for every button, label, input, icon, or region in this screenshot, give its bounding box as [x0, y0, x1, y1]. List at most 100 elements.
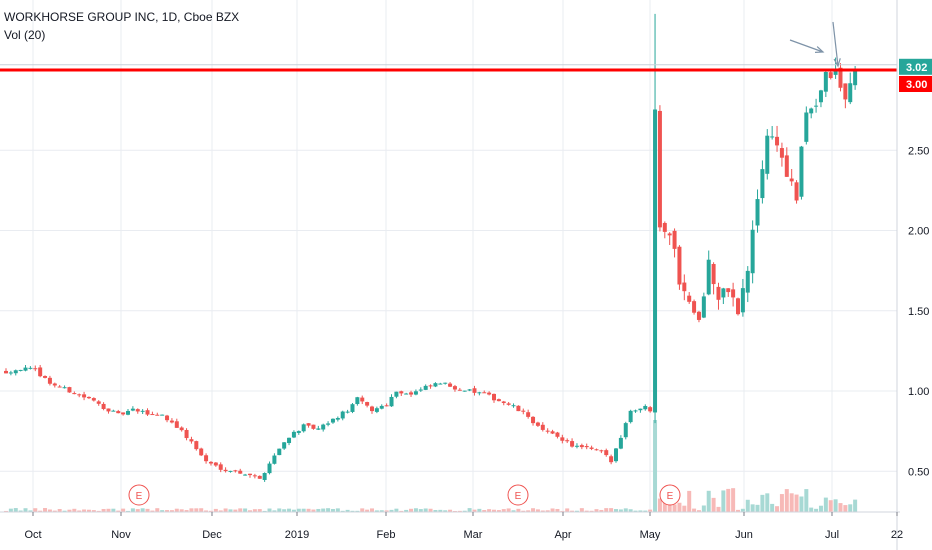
arrow-line[interactable] [832, 21, 839, 67]
candle-body [589, 447, 594, 449]
candle-body [853, 71, 858, 86]
candle-body [818, 90, 823, 103]
volume-bar [135, 509, 140, 512]
candle-body [706, 259, 711, 295]
arrow-line[interactable] [789, 39, 824, 53]
candle-body [169, 420, 174, 423]
volume-bar [794, 494, 799, 512]
candle-body [248, 473, 252, 476]
candle-body [394, 391, 399, 397]
candle-body [194, 441, 199, 450]
candle-body [482, 392, 487, 394]
candle-body [204, 455, 209, 462]
volume-bar [535, 509, 540, 512]
volume-bar [736, 509, 740, 512]
volume-bar [213, 508, 218, 512]
candle-body [638, 408, 643, 411]
candle-body [423, 385, 428, 390]
candle-body [521, 410, 526, 412]
volume-bar [770, 503, 775, 512]
candle-body [189, 439, 194, 442]
price-tick-label: 2.50 [908, 145, 929, 157]
candle-body [716, 286, 721, 300]
candle-body [57, 386, 62, 388]
volume-bar [457, 510, 462, 512]
candle-body [809, 108, 814, 114]
candle-body [326, 423, 331, 425]
candle-body [677, 246, 682, 285]
candle-body [775, 136, 780, 146]
earnings-marker[interactable] [507, 484, 529, 506]
volume-bar [843, 505, 848, 512]
volume-bar [604, 508, 609, 512]
level-price-value: 3.00 [906, 79, 927, 91]
candle-body [243, 474, 248, 476]
candle-body [823, 72, 828, 92]
volume-bar [657, 498, 662, 512]
candle-body [662, 222, 667, 232]
candle-body [755, 199, 760, 226]
candle-body [560, 437, 565, 441]
earnings-marker[interactable] [659, 484, 681, 506]
annotation-arrows[interactable] [789, 21, 841, 68]
candle-body [726, 288, 731, 293]
candle-body [794, 182, 799, 201]
price-tick-label: 1.00 [908, 386, 929, 398]
candle-body [370, 406, 374, 412]
candle-body [179, 427, 184, 431]
chart-legend: WORKHORSE GROUP INC, 1D, Cboe BZX Vol (2… [4, 8, 239, 44]
candle-body [828, 72, 833, 79]
earnings-marker-label: E [515, 491, 522, 502]
volume-bar [716, 506, 721, 512]
candle-body [814, 105, 819, 107]
candle-body [360, 397, 365, 402]
candle-body [130, 408, 135, 411]
volume-bar [506, 508, 511, 512]
volume-bar [755, 504, 760, 512]
volume-bar [57, 509, 62, 512]
candle-body [218, 464, 223, 470]
price-axis[interactable]: 0.50 1.00 1.50 2.00 2.50 3.02 3.00 [896, 0, 932, 550]
candle-body [438, 383, 443, 385]
volume-bar [4, 510, 8, 512]
earnings-marker[interactable] [128, 484, 150, 506]
candle-body [789, 178, 794, 182]
candle-body [516, 405, 521, 412]
grid-lines [0, 0, 898, 512]
volume-bar [633, 510, 638, 512]
volume-bar [165, 510, 170, 512]
time-tick-label: 2019 [285, 529, 309, 541]
horizontal-level-line[interactable] [0, 64, 897, 72]
volume-bar [677, 502, 682, 512]
volume-bar [184, 510, 189, 512]
volume-bar [189, 508, 194, 512]
level-price-badge [899, 76, 932, 92]
candle-body [618, 437, 623, 449]
volume-bar [350, 510, 355, 512]
candle-body [770, 136, 775, 138]
candle-body [316, 428, 321, 430]
time-tick-label: Apr [554, 529, 571, 541]
candle-body [228, 470, 233, 472]
volume-bar [389, 509, 394, 512]
volume-bar [448, 509, 453, 512]
volume-bar [462, 510, 467, 512]
candle-body [165, 415, 170, 421]
arrow-head [814, 46, 825, 54]
candle-body [199, 448, 204, 456]
candle-body [687, 295, 692, 302]
candle-body [555, 432, 560, 437]
time-axis[interactable]: Oct Nov Dec 2019 Feb Mar Apr May Jun Jul 22 [0, 511, 903, 541]
candle-body [833, 68, 838, 75]
candle-body [711, 264, 716, 285]
candle-body [848, 83, 853, 103]
volume-bar [208, 510, 213, 512]
volume-bar [589, 510, 594, 512]
candle-body [238, 470, 243, 474]
candle-body [379, 405, 384, 409]
volume-bar [394, 508, 399, 512]
candle-body [701, 296, 706, 318]
candle-body [223, 469, 228, 472]
candle-body [672, 230, 677, 249]
